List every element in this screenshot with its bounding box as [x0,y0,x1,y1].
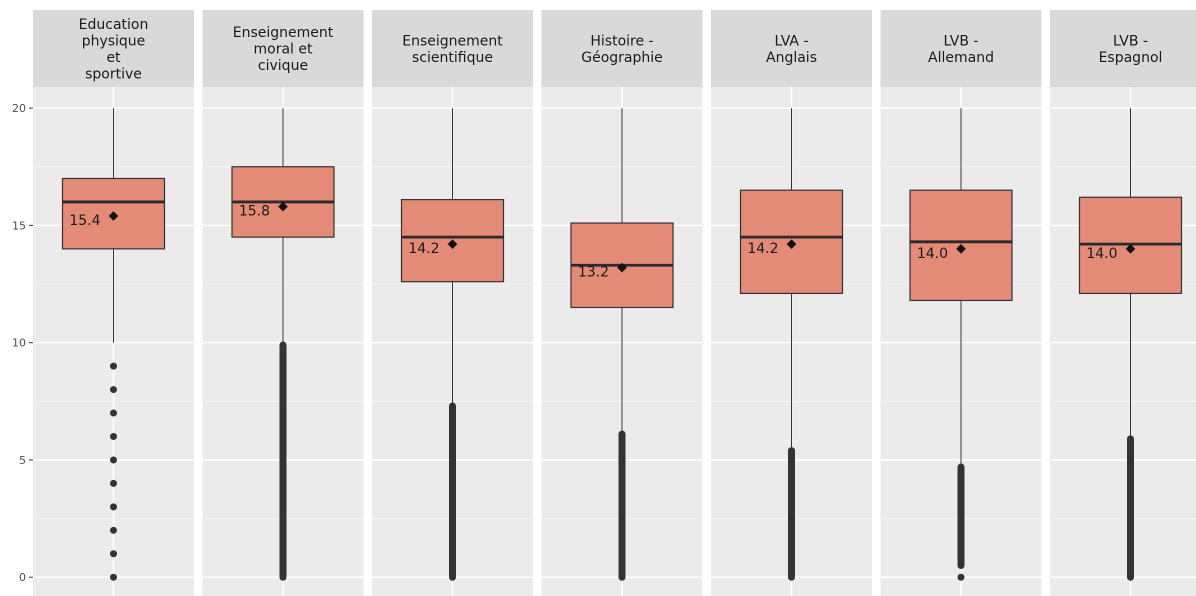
facet-label: Enseignement [402,33,503,49]
outlier-points [618,430,626,581]
outlier-point [110,362,117,370]
facet-label: scientifique [412,50,493,66]
mean-marker [278,201,288,212]
outlier-points [279,341,287,581]
outlier-points [788,447,795,581]
outlier-points [957,463,965,570]
facet-strip [202,10,364,87]
facet-label: Allemand [928,50,994,66]
mean-marker [617,262,627,273]
facet-label: LVA - [774,33,808,49]
mean-marker [447,239,458,249]
facet-label: physique [82,33,146,49]
facet-panel: LVB -Allemand 14.0 [880,10,1042,596]
facet-label: Espagnol [1099,50,1163,66]
y-tick-label: 0 [19,571,26,584]
outlier-point [110,409,117,417]
facet-label: Education [79,17,149,33]
mean-label: 14.0 [917,246,948,262]
facet-strip [541,10,703,87]
outlier-point [110,479,117,487]
mean-label: 15.8 [239,204,270,220]
panel-background [1050,87,1196,596]
outlier-point [110,503,117,511]
mean-marker [1125,244,1136,254]
facet-strip [372,10,533,87]
outlier-point [110,573,117,581]
y-tick-label: 20 [12,102,26,115]
y-tick-label: 5 [19,454,26,467]
mean-label: 13.2 [578,265,609,281]
outlier-points [449,402,456,581]
facet-label: et [106,50,121,66]
mean-marker [108,211,119,221]
facet-label: Histoire - [590,33,653,49]
facet-strip [711,10,872,87]
mean-label: 14.2 [747,241,778,257]
mean-label: 14.0 [1086,246,1117,262]
outlier-point [110,432,117,440]
outlier-point [110,456,117,464]
mean-marker [956,244,966,254]
facet-label: Anglais [766,50,817,66]
y-tick-label: 10 [12,337,26,350]
outlier-point [110,526,117,534]
facet-strip [880,10,1042,87]
facet-panel: Histoire -Géographie 13.2 [541,10,703,596]
outlier-point [110,550,117,558]
mean-marker [786,239,797,249]
facet-label: Géographie [581,50,663,66]
mean-label: 15.4 [69,213,100,229]
facet-label: moral et [254,42,313,58]
outlier-point [957,573,965,581]
facet-label: sportive [85,66,142,82]
facet-label: LVB - [944,33,979,49]
facet-strip [33,10,194,87]
y-tick-label: 15 [12,219,26,232]
facet-label: Enseignement [233,25,334,41]
outlier-points [1127,435,1134,581]
facet-label: LVB - [1113,33,1148,49]
y-axis: 0 5 10 15 20 [12,102,33,584]
facet-panel: LVB -Espagnol 14.0 [1050,10,1196,596]
facet-label: civique [258,58,308,74]
facet-panel: LVA -Anglais 14.2 [711,10,872,596]
outlier-point [110,386,117,394]
mean-label: 14.2 [408,241,439,257]
facet-strip [1050,10,1196,87]
